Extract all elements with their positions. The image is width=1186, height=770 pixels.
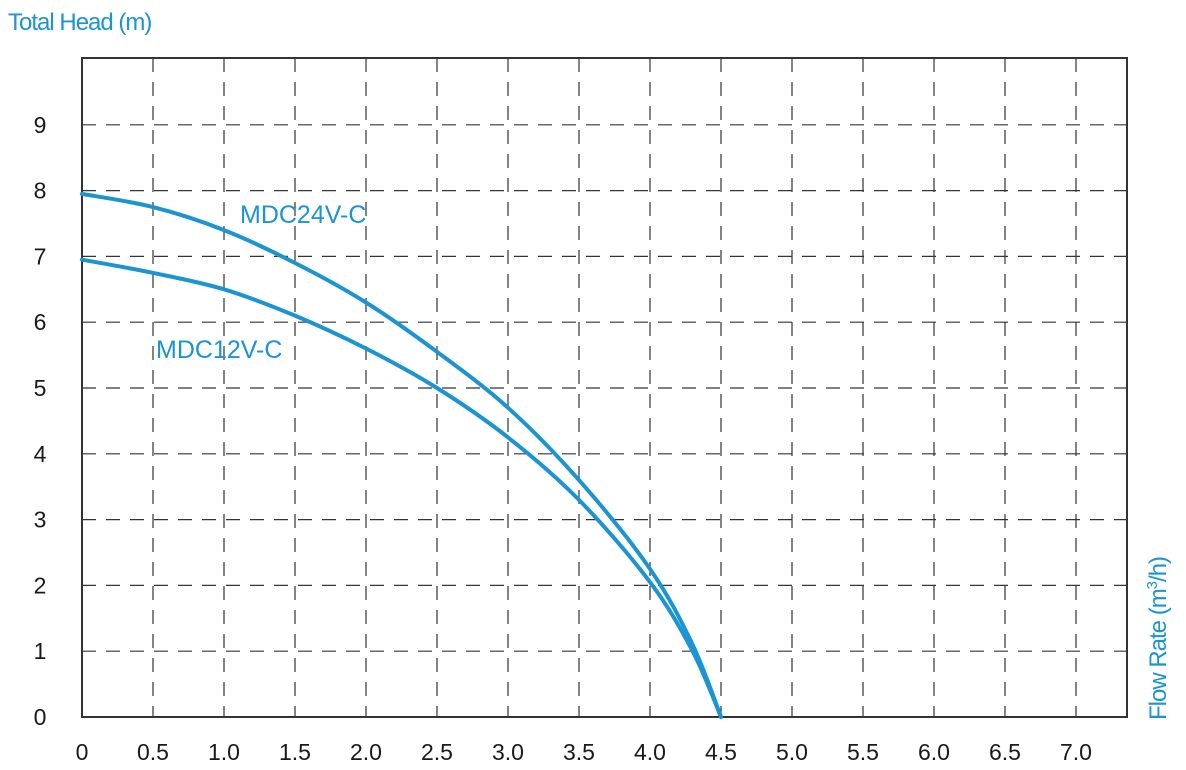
x-tick-label: 1.0: [208, 739, 240, 765]
y-tick-label: 1: [34, 638, 47, 664]
x-tick-label: 5.0: [776, 739, 808, 765]
y-axis-ticks: 0 1 2 3 4 5 6 7 8 9: [34, 112, 47, 730]
x-tick-label: 5.5: [847, 739, 879, 765]
y-tick-label: 6: [34, 309, 47, 335]
grid-lines: [82, 58, 1127, 717]
x-tick-label: 7.0: [1060, 739, 1092, 765]
y-tick-label: 0: [34, 704, 47, 730]
series-line-mdc24v-c: [80, 191, 723, 719]
series-label-mdc12v-c: MDC12V-C: [156, 336, 282, 364]
x-tick-label: 1.5: [279, 739, 311, 765]
x-tick-label: 3.0: [492, 739, 524, 765]
y-axis-title: Total Head (m): [8, 9, 151, 36]
series-label-mdc24v-c: MDC24V-C: [240, 201, 366, 229]
x-tick-label: 6.0: [918, 739, 950, 765]
x-tick-label: 0.5: [137, 739, 169, 765]
y-tick-label: 2: [34, 572, 47, 598]
x-tick-label: 6.5: [989, 739, 1021, 765]
x-tick-label: 2.0: [350, 739, 382, 765]
series-line-mdc12v-c: [80, 257, 723, 719]
x-tick-label: 4.0: [634, 739, 666, 765]
x-tick-label: 4.5: [705, 739, 737, 765]
y-tick-label: 9: [34, 112, 47, 138]
y-tick-label: 4: [34, 441, 47, 467]
x-axis-title: Flow Rate (m3/h): [1144, 557, 1172, 720]
x-axis-ticks: 0 0.5 1.0 1.5 2.0 2.5 3.0 3.5 4.0 4.5 5.0 5.5 6.0 6.5…: [76, 739, 1092, 765]
y-tick-label: 3: [34, 507, 47, 533]
x-tick-label: 2.5: [421, 739, 453, 765]
x-tick-label: 3.5: [563, 739, 595, 765]
y-tick-label: 7: [34, 243, 47, 269]
series-group: [80, 191, 723, 719]
x-tick-label: 0: [76, 739, 89, 765]
y-tick-label: 8: [34, 178, 47, 204]
y-tick-label: 5: [34, 375, 47, 401]
